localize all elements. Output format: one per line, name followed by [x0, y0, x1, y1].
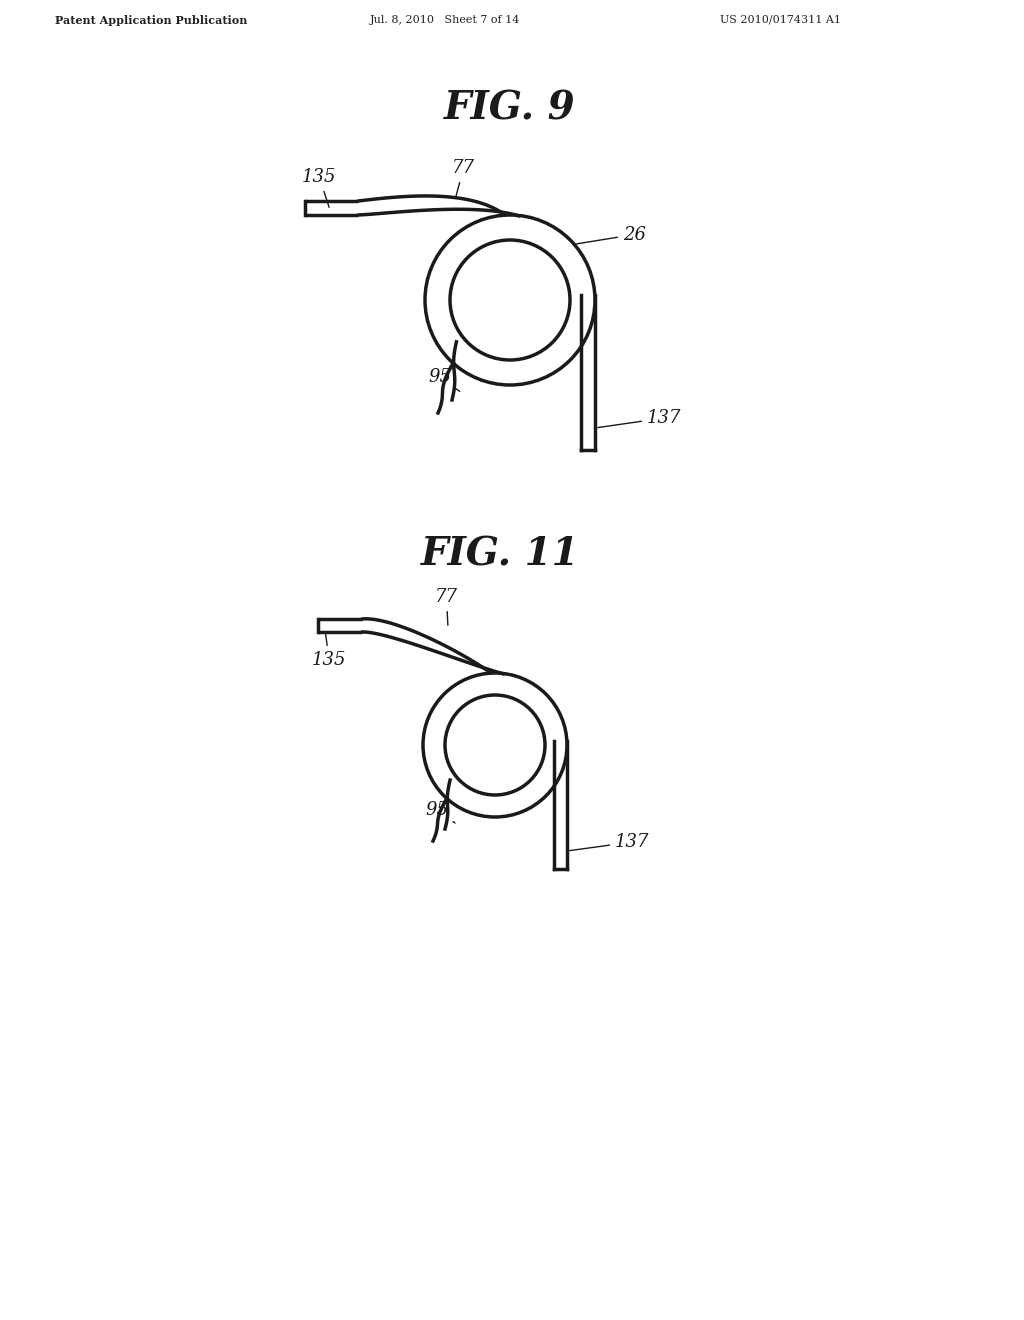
Text: 137: 137 — [569, 833, 649, 851]
Text: US 2010/0174311 A1: US 2010/0174311 A1 — [720, 15, 841, 25]
Text: 95: 95 — [425, 801, 455, 822]
Text: 135: 135 — [302, 168, 337, 207]
Text: Patent Application Publication: Patent Application Publication — [55, 15, 248, 26]
Text: 77: 77 — [452, 158, 475, 197]
Text: 26: 26 — [573, 226, 646, 244]
Text: 135: 135 — [312, 632, 346, 669]
Text: FIG. 9: FIG. 9 — [444, 90, 575, 128]
Text: Jul. 8, 2010   Sheet 7 of 14: Jul. 8, 2010 Sheet 7 of 14 — [370, 15, 520, 25]
Text: 77: 77 — [435, 587, 458, 626]
Text: 95: 95 — [428, 368, 460, 392]
Text: 137: 137 — [598, 409, 682, 428]
Text: FIG. 11: FIG. 11 — [421, 535, 580, 573]
